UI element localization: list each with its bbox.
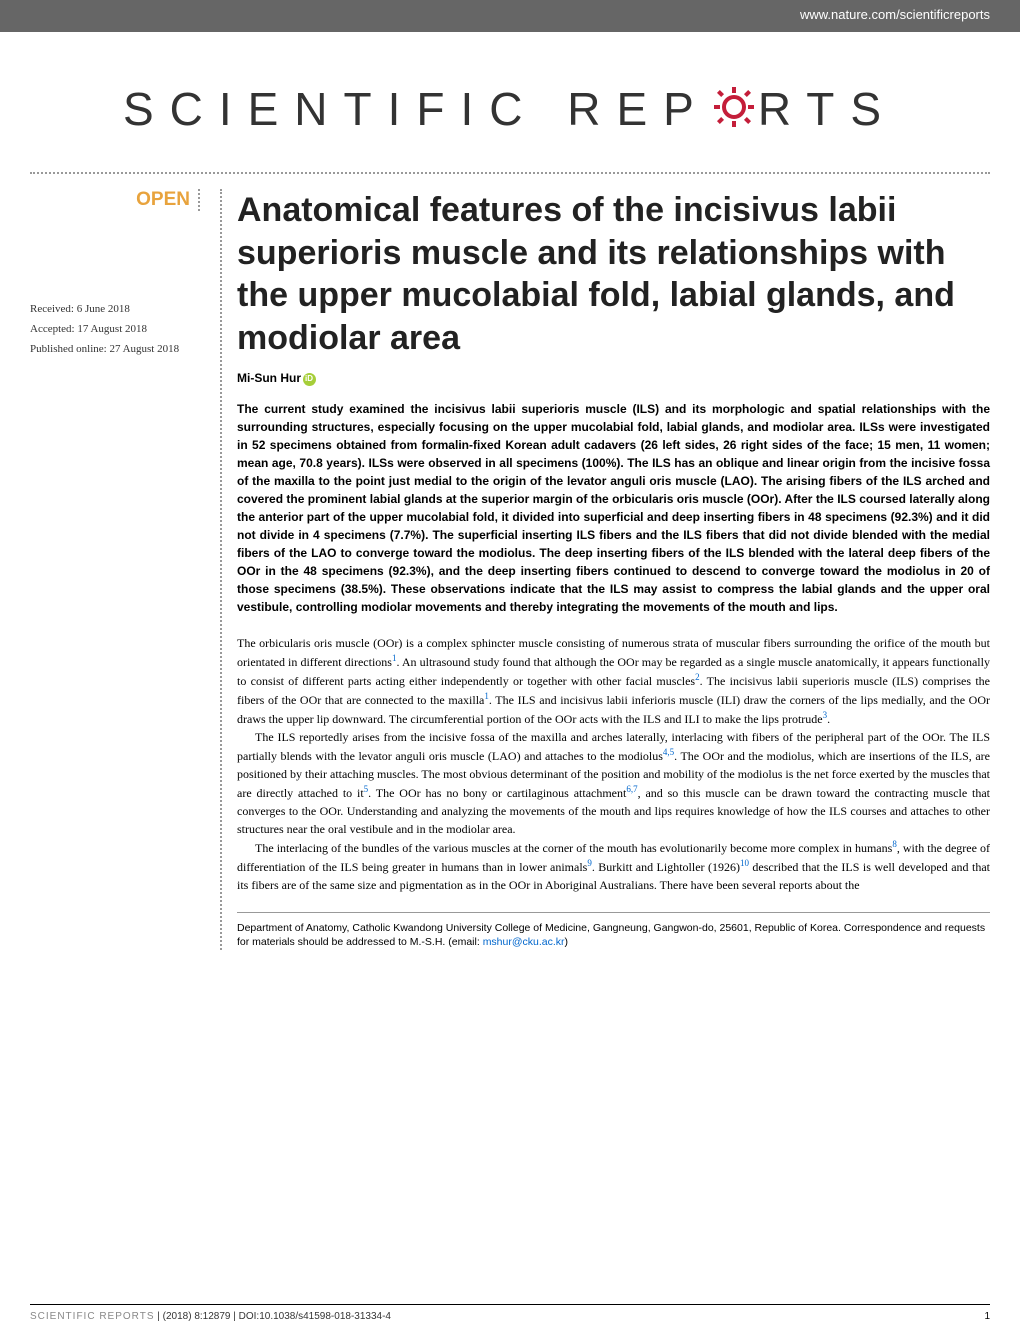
p3c: . Burkitt and Lightoller (1926): [592, 860, 740, 874]
paragraph-2: The ILS reportedly arises from the incis…: [237, 728, 990, 838]
abstract: The current study examined the incisivus…: [237, 400, 990, 616]
ref-45[interactable]: 4,5: [663, 747, 674, 757]
date-accepted: Accepted: 17 August 2018: [30, 321, 200, 339]
page-footer: SCIENTIFIC REPORTS | (2018) 8:12879 | DO…: [30, 1304, 990, 1322]
paragraph-3: The interlacing of the bundles of the va…: [237, 838, 990, 894]
gear-icon: [710, 83, 758, 142]
affiliation-text: Department of Anatomy, Catholic Kwandong…: [237, 922, 985, 949]
header-bar: www.nature.com/scientificreports: [0, 0, 1020, 32]
date-published: Published online: 27 August 2018: [30, 341, 200, 359]
correspondence-email[interactable]: mshur@cku.ac.kr: [483, 936, 565, 948]
page-number: 1: [984, 1311, 990, 1322]
author-name: Mi-Sun Hur: [237, 371, 301, 385]
ref-10[interactable]: 10: [740, 858, 749, 868]
right-column: Anatomical features of the incisivus lab…: [220, 189, 990, 950]
divider-top: [30, 172, 990, 174]
left-column: OPEN Received: 6 June 2018 Accepted: 17 …: [30, 189, 220, 950]
footer-doi: | (2018) 8:12879 | DOI:10.1038/s41598-01…: [155, 1311, 391, 1322]
logo-text-2: REP: [567, 83, 710, 135]
footer-journal: SCIENTIFIC REPORTS: [30, 1311, 155, 1322]
p3a: The interlacing of the bundles of the va…: [255, 841, 892, 855]
journal-url[interactable]: www.nature.com/scientificreports: [800, 7, 990, 22]
paragraph-1: The orbicularis oris muscle (OOr) is a c…: [237, 634, 990, 728]
date-received: Received: 6 June 2018: [30, 301, 200, 319]
content-wrapper: OPEN Received: 6 June 2018 Accepted: 17 …: [0, 189, 1020, 950]
affiliation-separator: [237, 912, 990, 913]
affiliation: Department of Anatomy, Catholic Kwandong…: [237, 921, 990, 950]
article-title: Anatomical features of the incisivus lab…: [237, 189, 990, 359]
ref-67[interactable]: 6,7: [626, 784, 637, 794]
journal-logo: SCIENTIFIC REP RTS: [0, 82, 1020, 142]
publication-dates: Received: 6 June 2018 Accepted: 17 Augus…: [30, 301, 200, 358]
logo-text-3: RTS: [758, 83, 897, 135]
body-text: The orbicularis oris muscle (OOr) is a c…: [237, 634, 990, 894]
open-access-badge: OPEN: [30, 189, 200, 211]
author-line: Mi-Sun Hur: [237, 371, 990, 385]
p2c: . The OOr has no bony or cartilaginous a…: [368, 786, 626, 800]
affiliation-close: ): [565, 936, 569, 948]
p1e: .: [827, 712, 830, 726]
footer-citation: SCIENTIFIC REPORTS | (2018) 8:12879 | DO…: [30, 1311, 391, 1322]
orcid-icon[interactable]: [303, 373, 316, 386]
logo-text-1: SCIENTIFIC: [123, 83, 567, 135]
